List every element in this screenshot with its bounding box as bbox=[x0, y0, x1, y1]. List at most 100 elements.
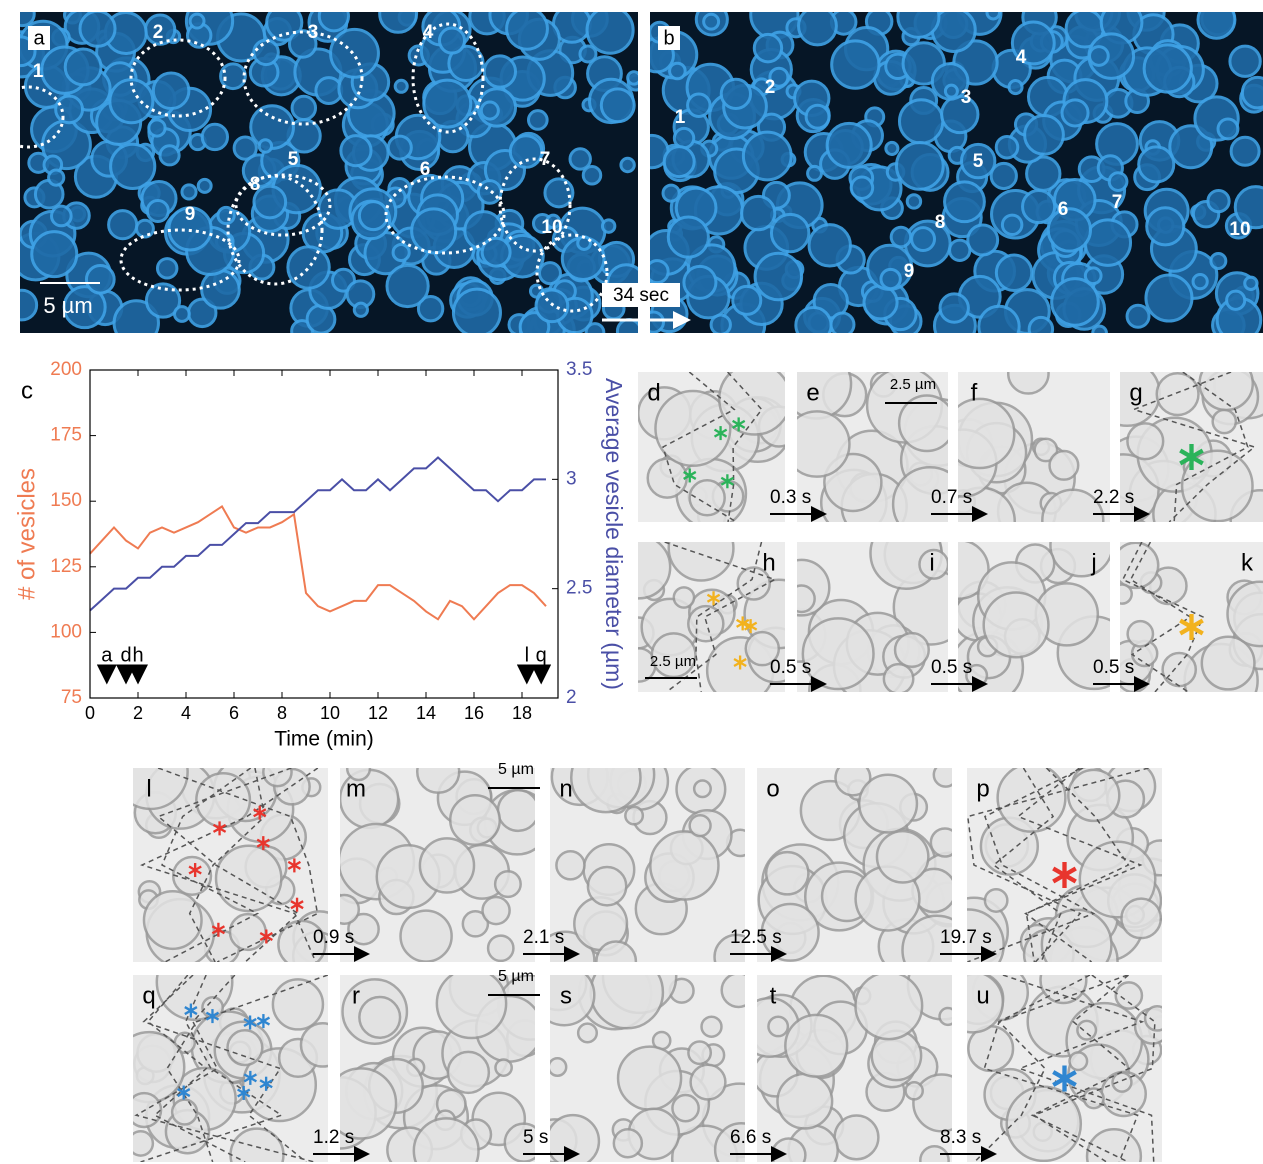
x-tick-label: 2 bbox=[133, 703, 143, 723]
vesicle bbox=[599, 87, 636, 124]
boundary-line bbox=[147, 975, 246, 1162]
vesicle bbox=[345, 768, 372, 782]
vesicle bbox=[688, 479, 726, 517]
vesicle bbox=[717, 372, 785, 436]
vesicle bbox=[147, 118, 167, 138]
vesicle bbox=[54, 94, 85, 125]
asterisk bbox=[177, 1088, 191, 1098]
panel-label: g bbox=[1129, 379, 1142, 406]
panel-label: t bbox=[770, 982, 777, 1009]
vesicle bbox=[357, 200, 389, 232]
interval-label: 0.5 s bbox=[931, 657, 972, 678]
vesicle bbox=[1046, 207, 1092, 253]
x-tick-label: 12 bbox=[368, 703, 388, 723]
boundary-line bbox=[1121, 542, 1204, 692]
boundary-line bbox=[1002, 975, 1155, 1162]
boundary-line bbox=[166, 975, 328, 1162]
vesicle bbox=[770, 1137, 807, 1162]
vesicle bbox=[416, 768, 461, 794]
vesicle bbox=[661, 183, 681, 203]
region-outline bbox=[0, 85, 65, 149]
vesicle bbox=[1027, 315, 1055, 333]
vesicle bbox=[1050, 277, 1100, 327]
asterisk bbox=[256, 838, 270, 848]
region-outline bbox=[234, 173, 332, 237]
region-number: 10 bbox=[1229, 219, 1250, 240]
vesicle bbox=[581, 165, 603, 186]
asterisk bbox=[720, 476, 735, 486]
vesicle bbox=[619, 156, 636, 174]
interval-label: 19.7 s bbox=[940, 927, 992, 948]
vesicle bbox=[1142, 43, 1193, 94]
vesicle bbox=[252, 38, 280, 67]
vesicle bbox=[1243, 275, 1259, 291]
vesicle bbox=[794, 306, 833, 333]
scale-bar-label: 5 µm bbox=[498, 761, 534, 778]
vesicle bbox=[1060, 98, 1090, 128]
event-label: q bbox=[536, 644, 547, 666]
boundary-line bbox=[156, 768, 300, 962]
asterisk bbox=[184, 1006, 198, 1016]
vesicle bbox=[589, 975, 665, 1030]
vesicle bbox=[180, 183, 198, 201]
vesicle bbox=[340, 1067, 398, 1140]
vesicle bbox=[689, 1063, 727, 1101]
vesicle bbox=[550, 1113, 601, 1162]
asterisk bbox=[1179, 618, 1204, 636]
micrograph bbox=[958, 542, 1110, 692]
region-number: 3 bbox=[308, 22, 319, 43]
panel-label: e bbox=[806, 379, 819, 406]
vesicle bbox=[1023, 113, 1065, 156]
interval-label: 2.1 s bbox=[523, 927, 564, 948]
region-outline bbox=[242, 30, 364, 126]
event-label: h bbox=[132, 644, 143, 666]
vesicle bbox=[797, 584, 816, 614]
vesicle bbox=[188, 12, 206, 30]
vesicle bbox=[410, 207, 458, 255]
vesicle bbox=[135, 218, 155, 239]
vesicle bbox=[882, 662, 915, 692]
vesicle bbox=[1120, 542, 1160, 590]
vesicle bbox=[1126, 422, 1165, 461]
micrograph bbox=[550, 975, 745, 1162]
vesicle bbox=[503, 1122, 535, 1162]
vesicle bbox=[482, 54, 518, 89]
asterisk bbox=[188, 865, 202, 875]
micrograph bbox=[757, 975, 952, 1162]
vesicle bbox=[626, 70, 638, 86]
vesicle bbox=[686, 92, 712, 118]
vesicle bbox=[1126, 619, 1155, 648]
asterisk bbox=[1179, 448, 1204, 466]
vesicle bbox=[889, 225, 913, 249]
vesicle bbox=[494, 1058, 513, 1077]
vesicle bbox=[399, 909, 453, 962]
asterisk bbox=[1052, 866, 1077, 884]
vesicle bbox=[378, 12, 419, 34]
vesicle bbox=[545, 213, 562, 230]
vesicle bbox=[752, 32, 784, 64]
vesicle bbox=[228, 912, 267, 952]
vesicle bbox=[479, 100, 500, 121]
panel-label: s bbox=[560, 982, 572, 1009]
boundary-line bbox=[142, 975, 307, 1162]
micrograph bbox=[958, 372, 1110, 522]
vesicle bbox=[576, 1022, 598, 1044]
vesicle bbox=[912, 1073, 952, 1133]
vesicle bbox=[807, 223, 852, 268]
vesicle bbox=[386, 134, 413, 161]
asterisk bbox=[706, 593, 721, 603]
vesicle bbox=[739, 194, 777, 232]
vesicle bbox=[214, 844, 283, 913]
vesicle bbox=[769, 212, 811, 254]
vesicle bbox=[446, 1050, 491, 1095]
vesicle bbox=[849, 175, 875, 200]
interval-label: 6.6 s bbox=[730, 1127, 771, 1148]
boundary-line bbox=[1173, 372, 1249, 522]
plot-frame bbox=[89, 369, 559, 699]
vesicle bbox=[329, 27, 380, 79]
vesicle bbox=[339, 134, 373, 168]
vesicle bbox=[904, 1081, 924, 1101]
vesicle bbox=[1049, 542, 1110, 578]
vesicle bbox=[982, 591, 1050, 659]
